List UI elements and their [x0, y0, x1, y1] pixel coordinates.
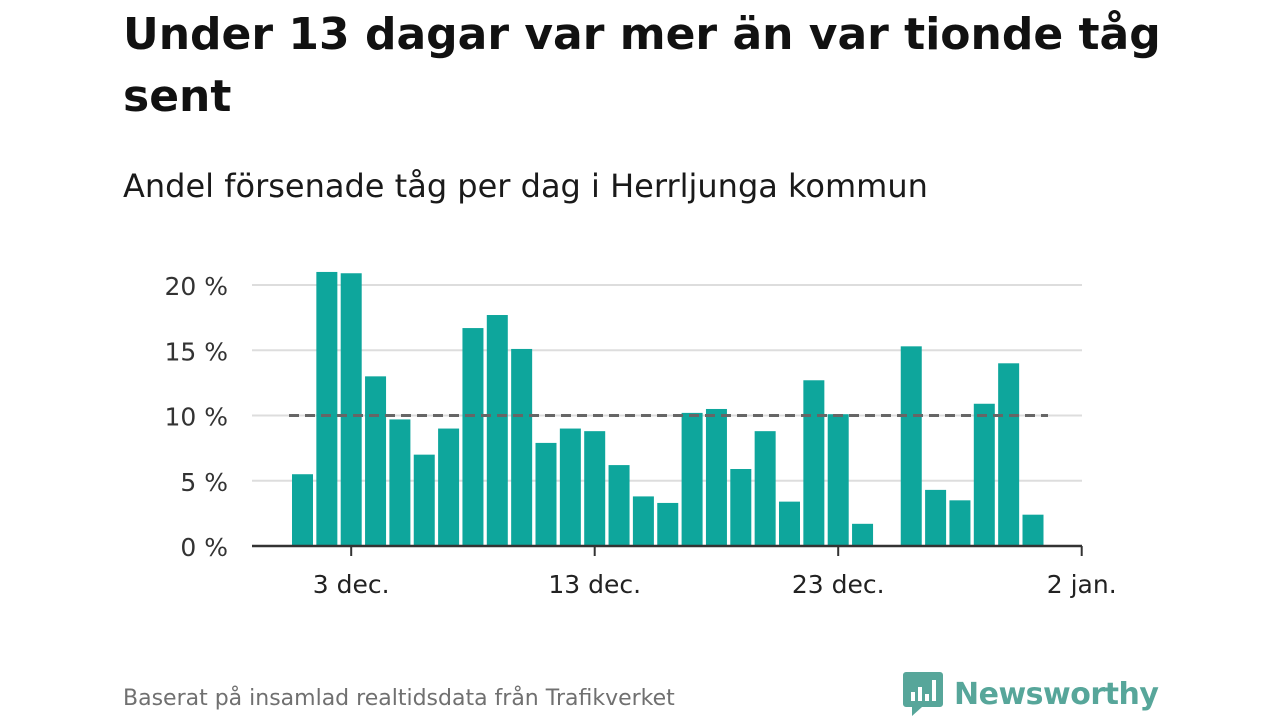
x-tick-label: 2 jan.: [1047, 570, 1117, 599]
chart-subtitle: Andel försenade tåg per dag i Herrljunga…: [123, 167, 928, 205]
bar: [657, 502, 679, 546]
bar: [389, 419, 411, 546]
bar: [365, 376, 387, 546]
bar: [754, 431, 776, 546]
y-tick-label: 20 %: [164, 272, 228, 301]
newsworthy-logo-icon: [903, 672, 943, 716]
y-tick-label: 0 %: [180, 533, 228, 562]
bar: [608, 465, 630, 546]
bars: [292, 271, 1044, 546]
x-axis-labels: 3 dec. 13 dec. 23 dec. 2 jan.: [313, 570, 1117, 599]
x-tick-label: 23 dec.: [792, 570, 885, 599]
bar: [730, 469, 752, 546]
y-tick-label: 15 %: [164, 337, 228, 366]
x-axis: [252, 544, 1083, 556]
bar: [949, 500, 971, 546]
bar: [535, 442, 557, 546]
bar: [413, 454, 435, 546]
source-note: Baserat på insamlad realtidsdata från Tr…: [123, 686, 675, 711]
y-axis-labels: 0 % 5 % 10 % 15 % 20 %: [164, 272, 228, 562]
bar: [632, 496, 654, 546]
bar: [900, 346, 922, 546]
brand-logo: Newsworthy: [902, 670, 1159, 718]
bar: [511, 348, 533, 546]
bar: [998, 363, 1020, 546]
y-tick-label: 10 %: [164, 403, 228, 432]
bar: [438, 428, 460, 546]
bar: [584, 431, 606, 546]
x-tick-label: 13 dec.: [548, 570, 641, 599]
bar: [462, 328, 484, 546]
bar: [486, 315, 508, 546]
bar: [973, 403, 995, 546]
bar: [292, 474, 313, 546]
bar: [852, 523, 874, 546]
chart-title: Under 13 dagar var mer än var tionde tåg…: [123, 9, 1161, 122]
bar: [559, 428, 581, 546]
y-tick-label: 5 %: [180, 468, 228, 497]
x-tick-label: 3 dec.: [313, 570, 390, 599]
bar: [681, 412, 703, 546]
bar: [827, 414, 849, 546]
bar: [1022, 514, 1044, 546]
bar: [803, 380, 825, 546]
brand-name: Newsworthy: [954, 676, 1159, 712]
bar: [705, 408, 727, 546]
bar: [316, 271, 338, 546]
bar: [925, 489, 947, 546]
bar: [779, 501, 800, 546]
bar: [340, 273, 362, 546]
